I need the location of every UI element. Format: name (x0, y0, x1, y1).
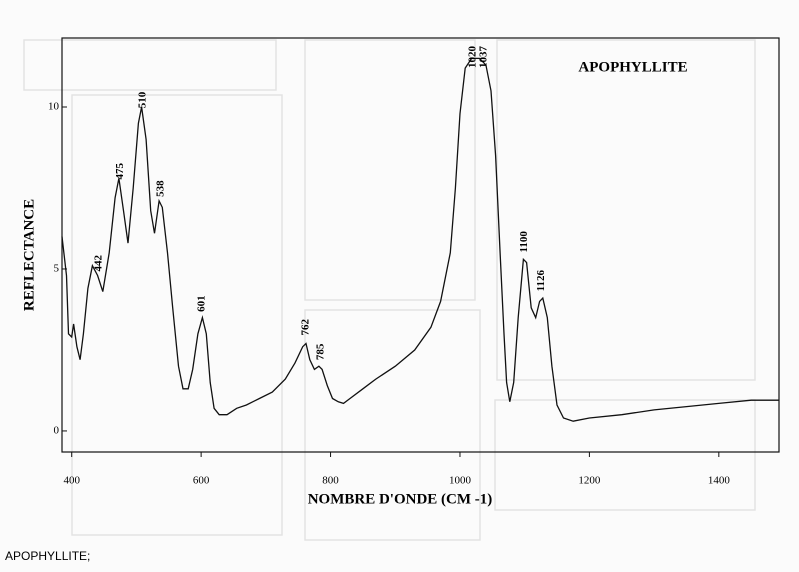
y-tick-label: 0 (54, 424, 60, 436)
y-tick-label: 5 (54, 263, 60, 275)
peak-label: 762 (299, 318, 311, 335)
caption: APOPHYLLITE; (5, 549, 90, 563)
peak-label: 1020 (466, 46, 478, 69)
x-tick-label: 1000 (449, 475, 472, 487)
ghost-form (23, 39, 756, 541)
x-tick-label: 1200 (578, 475, 601, 487)
peak-label: 442 (92, 255, 104, 272)
peak-label: 538 (155, 180, 167, 197)
spectrum-line (61, 57, 779, 422)
plot-frame (61, 37, 780, 453)
y-tick-label: 10 (48, 101, 60, 113)
peak-label: 601 (195, 295, 207, 312)
chart-title: APOPHYLLITE (578, 59, 687, 75)
peak-label: 1100 (518, 231, 530, 253)
x-tick-label: 600 (193, 475, 210, 487)
x-tick-label: 800 (322, 475, 339, 487)
y-axis-label: REFLECTANCE (21, 199, 37, 311)
peak-label: 475 (114, 163, 126, 180)
peak-label: 785 (314, 343, 326, 360)
peak-label: 1037 (477, 46, 489, 69)
x-tick-label: 400 (63, 475, 80, 487)
peak-label: 1126 (535, 270, 547, 292)
x-tick-label: 1400 (708, 475, 731, 487)
peak-label: 510 (136, 91, 148, 108)
x-axis-label: NOMBRE D'ONDE (CM -1) (308, 491, 493, 507)
